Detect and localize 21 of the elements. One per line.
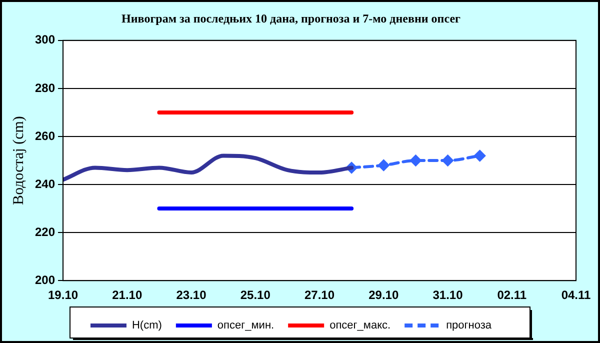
x-tick-label: 25.10 [240,288,271,302]
y-tick-label: 300 [34,32,56,47]
x-tick-label: 19.10 [48,288,78,302]
x-tick-label: 04.11 [561,288,592,302]
y-tick-label: 200 [34,272,56,287]
y-tick-label: 260 [34,128,56,143]
y-axis-title: Водостај (cm) [10,116,27,205]
legend-label: прогноза [446,320,492,332]
y-tick-label: 280 [34,80,56,95]
chart-title: Нивограм за последњих 10 дана, прогноза и 7-мо дневни опсег [122,11,462,26]
y-tick-label: 240 [34,176,56,191]
legend-label: H(cm) [132,320,162,332]
y-tick-label: 220 [34,224,56,239]
x-tick-label: 02.11 [497,288,527,302]
legend-label: опсег_мин. [217,320,274,332]
legend-label: опсег_макс. [330,320,391,332]
x-tick-label: 21.10 [112,288,142,302]
x-tick-label: 27.10 [304,288,335,302]
x-tick-label: 29.10 [368,288,399,302]
x-tick-label: 23.10 [176,288,207,302]
x-tick-label: 31.10 [432,288,464,302]
